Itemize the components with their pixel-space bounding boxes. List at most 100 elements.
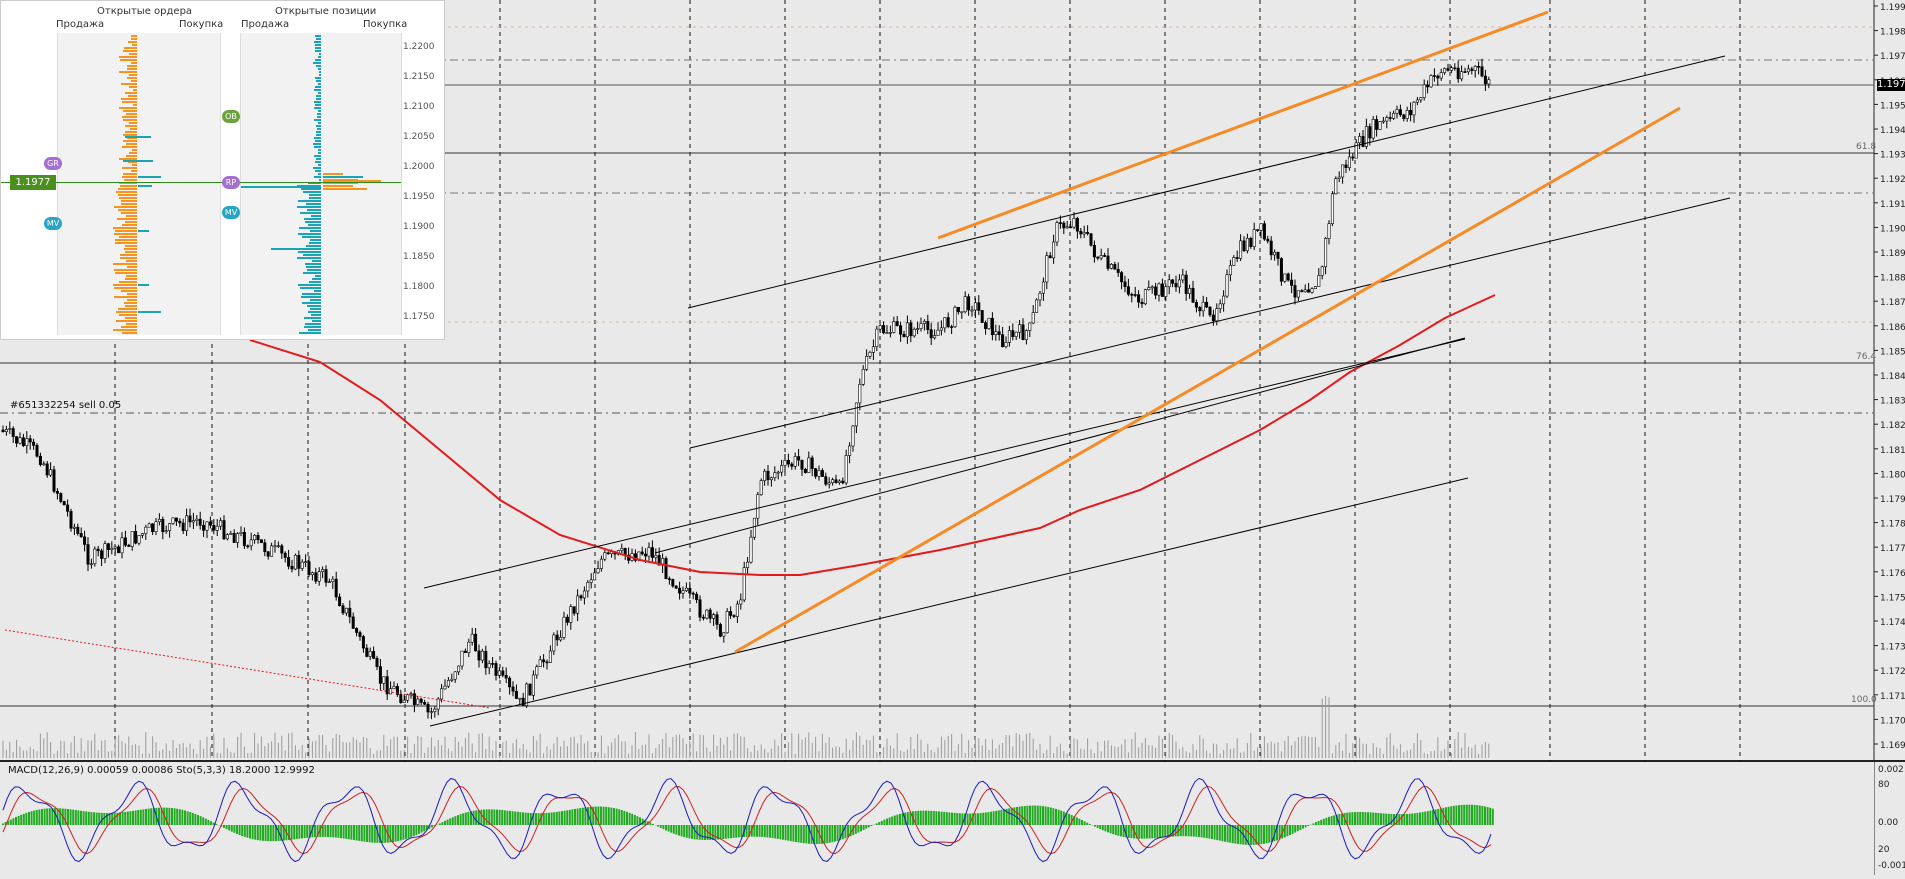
marker-mv-positions[interactable]: MV (222, 206, 240, 219)
candle-body (919, 323, 923, 329)
candle-body (331, 578, 335, 582)
buy-volume-bar (315, 35, 321, 37)
candle-body (1412, 101, 1416, 116)
marker-gr[interactable]: GR (44, 157, 62, 170)
buy-volume-bar (302, 293, 321, 295)
candle-body (1194, 302, 1198, 308)
sell-volume-bar (127, 77, 137, 79)
candle-body (232, 533, 236, 543)
candle-body (878, 325, 882, 330)
price-axis-label: 1.191 (1880, 200, 1905, 210)
buy-volume-bar (310, 299, 321, 301)
candle-body (96, 548, 100, 552)
candle-body (695, 593, 699, 601)
order-book-widget[interactable]: Открытые ордера Продажа Покупка Открытые… (0, 0, 445, 340)
candle-body (732, 615, 736, 617)
candle-body (589, 579, 593, 583)
buy-volume-bar (304, 221, 321, 223)
sell-volume-bar (113, 227, 137, 229)
buy-volume-bar (312, 320, 321, 322)
candle-body (1303, 289, 1307, 293)
buy-volume-bar (138, 176, 162, 178)
buy-volume-bar (318, 164, 321, 166)
candle-body (718, 624, 722, 637)
buy-volume-bar (314, 170, 321, 172)
buy-volume-bar (138, 230, 149, 232)
sell-volume-bar (124, 278, 137, 280)
candle-body (967, 296, 971, 311)
candle-body (803, 468, 807, 473)
candle-body (494, 663, 498, 676)
buy-volume-bar (314, 77, 321, 79)
candle-body (1320, 266, 1324, 276)
sell-volume-bar (119, 281, 137, 283)
buy-volume-bar (313, 143, 321, 145)
candle-body (1290, 279, 1294, 286)
sell-volume-bar (117, 194, 137, 196)
candle-body (674, 585, 678, 589)
price-axis-label: 1.171 (1880, 692, 1905, 702)
marker-rp[interactable]: RP (222, 176, 240, 189)
candle-body (76, 526, 80, 534)
candle-body (1079, 230, 1083, 235)
candle-body (344, 607, 348, 614)
candle-body (936, 329, 940, 336)
candle-body (511, 686, 515, 692)
sell-volume-bar (113, 284, 137, 286)
sell-volume-bar (126, 323, 137, 325)
candle-body (552, 634, 556, 652)
sell-volume-bar (119, 254, 137, 256)
buy-volume-bar (315, 140, 321, 142)
candle-body (164, 530, 168, 533)
sell-volume-bar (125, 131, 137, 133)
candle-body (130, 531, 134, 547)
candle-body (1103, 255, 1107, 257)
candle-body (450, 678, 454, 681)
marker-ob[interactable]: OB (222, 110, 240, 123)
price-axis-label: 1.195 (1880, 101, 1905, 111)
candle-body (89, 563, 93, 566)
candle-body (1113, 264, 1117, 270)
candle-body (1086, 232, 1090, 234)
price-axis-label: 1.173 (1880, 643, 1905, 653)
candle-body (1116, 268, 1120, 273)
candle-body (178, 520, 182, 524)
sell-volume-bar (120, 326, 137, 328)
candle-body (1177, 279, 1181, 288)
candle-body (603, 552, 607, 560)
buy-volume-bar (297, 206, 321, 208)
candle-body (195, 518, 199, 521)
candle-body (1385, 117, 1389, 122)
marker-mv-orders[interactable]: MV (44, 217, 62, 230)
candle-body (314, 572, 318, 582)
candle-body (827, 482, 831, 485)
candle-body (117, 546, 121, 554)
buy-volume-bar (317, 149, 321, 151)
price-axis-label: 1.187 (1880, 298, 1905, 308)
candle-body (933, 335, 937, 339)
buy-volume-bar (314, 44, 321, 46)
candle-body (25, 438, 29, 447)
sell-volume-bar (122, 101, 137, 103)
buy-volume-bar (300, 212, 321, 214)
buy-volume-bar (323, 176, 363, 178)
buy-volume-bar (313, 290, 321, 292)
candle-body (324, 569, 328, 583)
candle-body (219, 520, 223, 527)
sell-volume-bar (127, 95, 137, 97)
candle-body (52, 469, 56, 492)
book-price-label: 1.1750 (403, 312, 435, 322)
candle-body (93, 548, 97, 565)
candle-body (657, 555, 661, 566)
candle-body (1456, 67, 1460, 80)
candle-body (1089, 233, 1093, 246)
buy-volume-bar (298, 251, 321, 253)
candle-body (1375, 119, 1379, 130)
sell-volume-bar (120, 212, 137, 214)
candle-body (1256, 229, 1260, 231)
candle-body (997, 331, 1001, 335)
candle-body (21, 437, 25, 447)
candle-body (1092, 244, 1096, 258)
candle-body (283, 552, 287, 558)
